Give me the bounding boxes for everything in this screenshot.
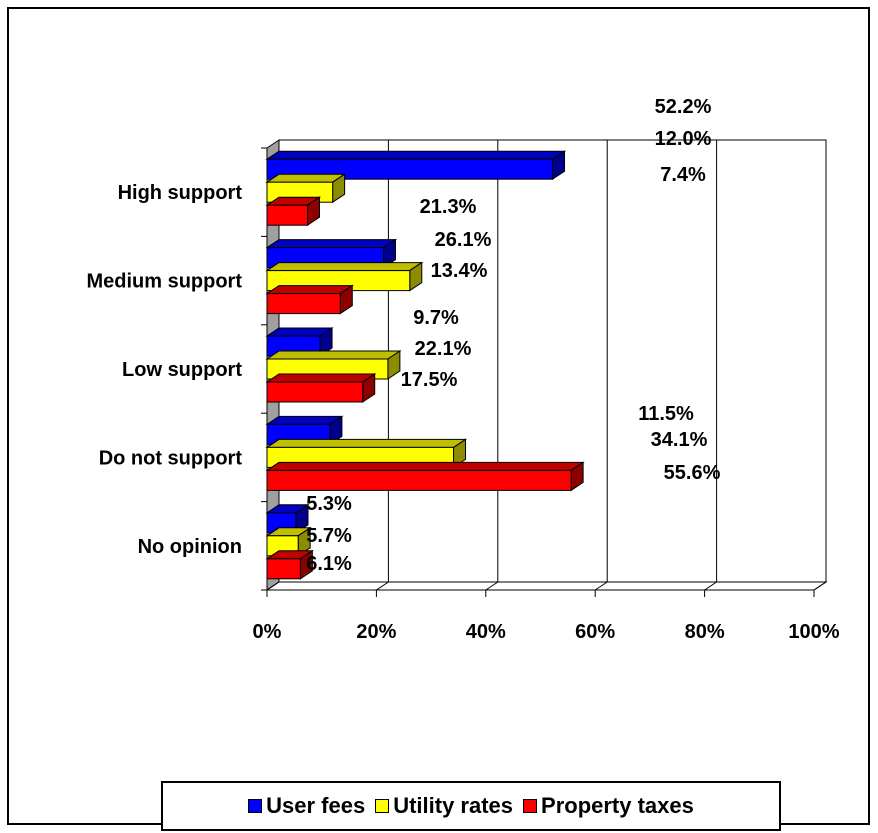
category-label: Do not support bbox=[99, 447, 243, 469]
chart-frame: 0% 20% 40% 60% 80% 100% High support 52.2% 12.0%… bbox=[7, 7, 870, 831]
gridline-floor bbox=[266, 581, 280, 591]
category-label: Medium support bbox=[86, 271, 242, 293]
bar-top-face bbox=[265, 350, 402, 360]
x-tick-label: 100% bbox=[788, 621, 839, 643]
bar-top-face bbox=[265, 461, 585, 471]
gridline-floor bbox=[485, 581, 499, 591]
data-label: 5.7% bbox=[306, 525, 352, 547]
data-label: 12.0% bbox=[655, 128, 712, 150]
bar-property-taxes bbox=[266, 469, 572, 491]
x-tick-label: 0% bbox=[253, 621, 282, 643]
legend-label: Property taxes bbox=[541, 793, 694, 818]
bar-top-face bbox=[265, 262, 424, 272]
data-label: 7.4% bbox=[660, 164, 706, 186]
legend-swatch bbox=[523, 799, 538, 813]
data-label: 9.7% bbox=[413, 307, 459, 329]
bar-top-face bbox=[265, 239, 398, 249]
legend-swatch bbox=[248, 799, 263, 813]
category-label: High support bbox=[118, 182, 243, 204]
bar-top-face bbox=[265, 415, 344, 425]
x-tick-label: 60% bbox=[575, 621, 615, 643]
legend-swatch bbox=[375, 799, 390, 813]
legend-item: Property taxes bbox=[523, 793, 694, 819]
gridline-floor bbox=[594, 581, 608, 591]
data-label: 26.1% bbox=[435, 229, 492, 251]
x-tick-label: 80% bbox=[685, 621, 725, 643]
legend-item: User fees bbox=[248, 793, 365, 819]
plot-floor bbox=[265, 581, 828, 591]
data-label: 34.1% bbox=[651, 429, 708, 451]
x-tick-label: 40% bbox=[466, 621, 506, 643]
data-label: 11.5% bbox=[638, 403, 694, 425]
data-label: 6.1% bbox=[306, 553, 352, 575]
legend-label: User fees bbox=[266, 793, 366, 818]
data-label: 52.2% bbox=[655, 96, 712, 118]
category-label: Low support bbox=[122, 359, 242, 381]
data-label: 21.3% bbox=[420, 196, 477, 218]
bar-property-taxes bbox=[266, 381, 364, 403]
x-tick-label: 20% bbox=[356, 621, 396, 643]
bar-property-taxes bbox=[266, 204, 308, 226]
category-label: No opinion bbox=[138, 536, 242, 558]
gridline-floor bbox=[376, 581, 389, 591]
data-label: 17.5% bbox=[401, 369, 458, 391]
bar-top-face bbox=[265, 438, 468, 448]
bar-property-taxes bbox=[266, 558, 301, 580]
bar-top-face bbox=[265, 150, 567, 160]
bar-chart: 0% 20% 40% 60% 80% 100% High support 52.2% 12.0%… bbox=[86, 96, 839, 643]
legend: User fees Utility rates Property taxes bbox=[161, 781, 781, 831]
data-label: 13.4% bbox=[431, 260, 488, 282]
bar-top-face bbox=[265, 285, 354, 295]
bar-top-face bbox=[265, 373, 377, 383]
data-label: 22.1% bbox=[415, 338, 472, 360]
bar-property-taxes bbox=[266, 293, 341, 315]
data-label: 55.6% bbox=[664, 462, 721, 484]
gridline-floor bbox=[704, 581, 717, 591]
gridline-floor bbox=[813, 581, 827, 591]
bar-top-face bbox=[265, 173, 347, 183]
legend-item: Utility rates bbox=[375, 793, 513, 819]
legend-label: Utility rates bbox=[393, 793, 514, 818]
data-label: 5.3% bbox=[306, 493, 352, 515]
